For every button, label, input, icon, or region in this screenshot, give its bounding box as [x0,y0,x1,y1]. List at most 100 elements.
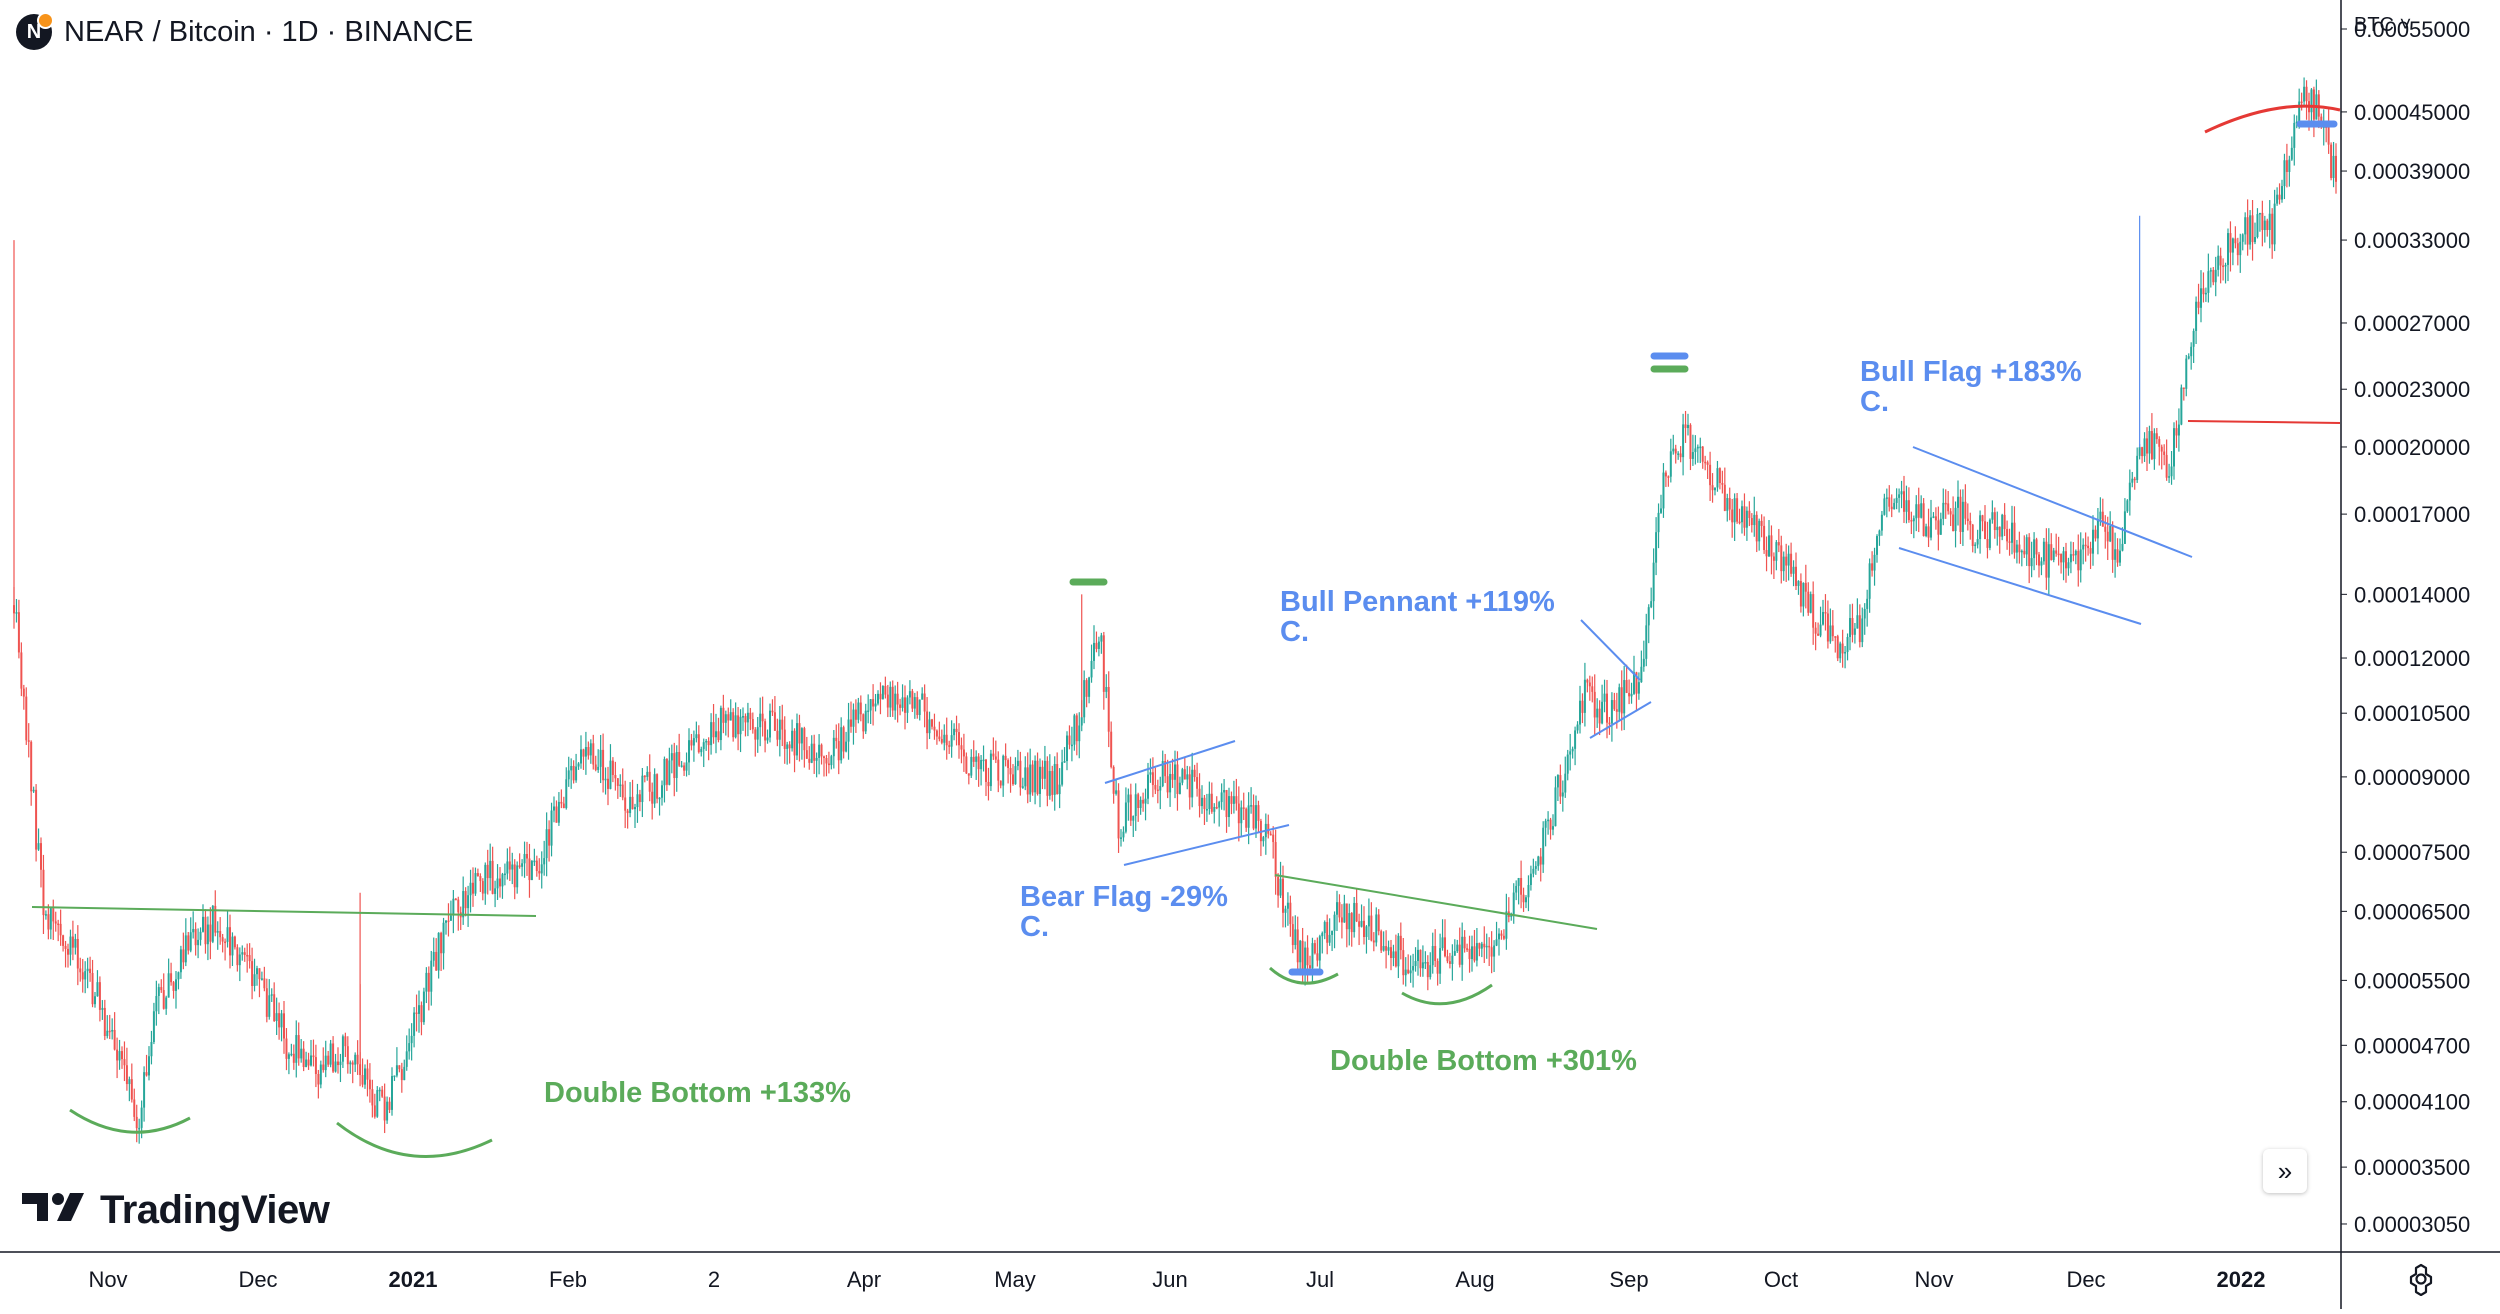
candle [398,1065,401,1073]
candle [430,950,433,1006]
candle-body [1647,607,1650,626]
candle [1903,475,1905,523]
candle [344,1032,347,1058]
candle [2094,525,2097,542]
candle [175,971,177,1009]
candle [1277,873,1280,908]
candle-body [2155,433,2158,440]
candle-body [2263,220,2266,231]
candle-body [2300,101,2303,104]
candle [2222,258,2225,281]
candle [388,1097,391,1114]
candle-body [1620,687,1623,714]
candle-body [518,865,521,867]
candle-body [1687,424,1689,429]
candle [1979,510,1982,554]
candle [845,731,848,753]
candle [76,925,79,986]
candle-body [84,971,87,980]
candle-body [128,1079,131,1085]
candle [1674,444,1677,464]
candle [1493,940,1496,973]
price-axis[interactable]: 0.000550000.000450000.000390000.00033000… [2341,17,2470,1237]
candle [297,1022,300,1066]
candle [808,746,811,770]
candle [587,741,590,760]
candle [648,754,651,802]
candle [960,737,963,764]
candle [798,714,801,762]
candle [538,858,541,880]
symbol-title[interactable]: NEAR / Bitcoin · 1D · BINANCE [64,15,474,48]
candle-body [1915,504,1918,519]
candle-body [182,949,185,963]
neckline [1274,874,1598,930]
candle-body [1220,792,1223,803]
candle [2133,476,2136,490]
candle [859,695,862,722]
candle-body [513,864,516,888]
price-tick-label: 0.00033000 [2354,228,2470,253]
candle [2200,270,2202,323]
candle-body [1942,502,1945,519]
candle [2202,272,2205,303]
candle-body [631,796,634,810]
candle [1424,951,1427,970]
candle-body [2335,155,2337,182]
candle-body [96,982,99,997]
candle-body [2173,428,2175,467]
price-tick-label: 0.00005500 [2354,968,2470,993]
candle [54,911,57,932]
currency-selector[interactable]: BTC ˅ [2354,14,2411,37]
candle [74,933,77,955]
candle-body [1861,618,1864,643]
candle [1844,646,1847,669]
candle [599,734,602,784]
candle [1498,928,1500,956]
candle [2072,542,2075,562]
candle [1873,547,1876,586]
candle-body [2222,265,2225,268]
candle-body [727,714,730,721]
candle [150,1030,153,1065]
price-tick-label: 0.00010500 [2354,701,2470,726]
candle [1480,941,1483,958]
candle [904,685,906,730]
candle [1426,955,1429,991]
settings-icon[interactable] [2404,1262,2438,1297]
candle [535,855,538,877]
candle-body [1461,936,1464,965]
candle [729,699,732,721]
candle [653,768,656,808]
candle [2290,136,2293,161]
candle [1893,498,1896,510]
candle [89,956,92,982]
candle [683,762,686,777]
candle [881,685,884,700]
candle-body [1110,731,1113,768]
candle-body [685,762,688,771]
candle [513,859,516,900]
candle-body [1608,722,1611,725]
candle [570,758,573,789]
candle-body [1547,819,1550,822]
candle-body [1709,464,1712,486]
time-axis[interactable]: Nov Dec 2021 Feb 2 Apr May Jun Jul Aug Sep Oct Nov De… [88,1267,2265,1292]
candle [2030,541,2033,578]
candle-body [744,716,747,723]
candle-body [2303,86,2306,102]
candle [2025,534,2028,566]
candle [1603,679,1606,713]
go-to-realtime-icon[interactable]: » [2263,1149,2307,1193]
candle-body [341,1036,344,1062]
candle-body [1350,913,1353,933]
candle [2158,436,2161,466]
candle-body [373,1105,376,1117]
candle [847,702,850,760]
candle-body [1250,805,1253,807]
candle [1353,897,1356,938]
candle-body [1934,516,1937,521]
candle [2082,538,2085,565]
